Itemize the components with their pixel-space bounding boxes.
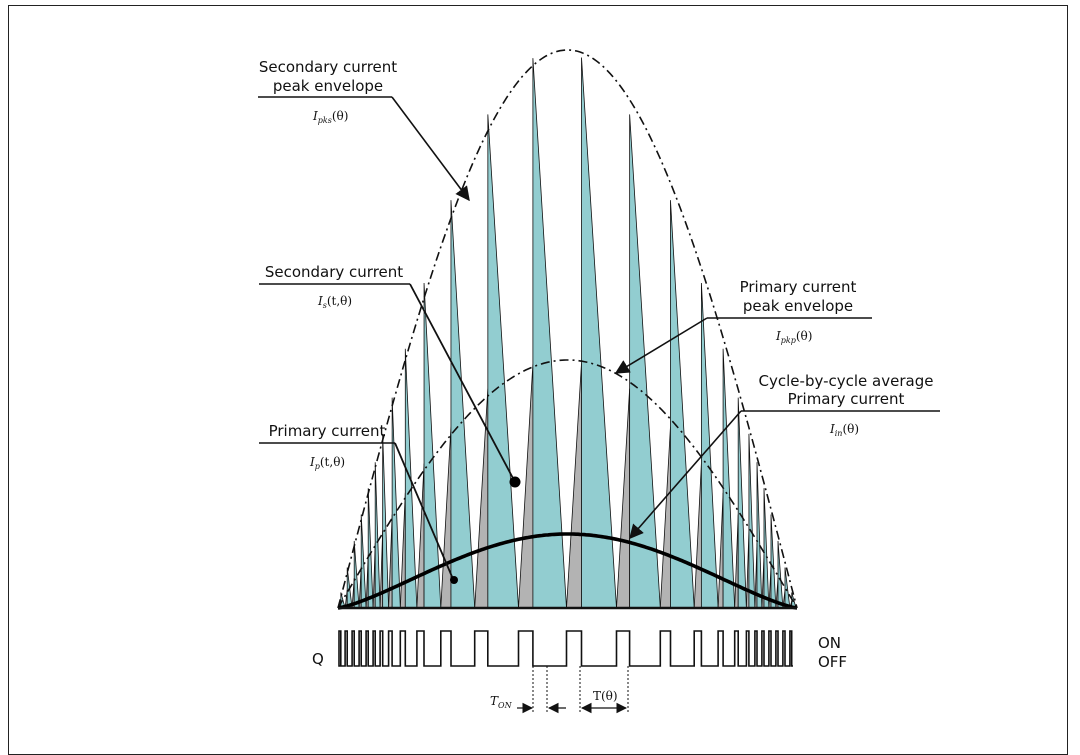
primary-envelope-symbol: Ipkp(θ) <box>775 329 812 345</box>
ton-label: TON <box>490 694 513 710</box>
secondary-current-ramp <box>532 58 567 609</box>
secondary-current-ramp <box>367 488 374 609</box>
primary-envelope-arrow <box>614 317 708 374</box>
primary-current-pointer-line <box>394 442 454 580</box>
secondary-current-ramp <box>581 57 617 609</box>
primary-current-ramp <box>388 514 393 609</box>
primary-current-dot-icon <box>450 576 458 584</box>
primary-current-ramp <box>616 388 631 609</box>
secondary-current-ramp <box>374 462 381 609</box>
average-current-label: Cycle-by-cycle average Primary current I… <box>629 372 940 540</box>
secondary-current-dot-icon <box>509 476 521 488</box>
timing-markers: TON T(θ) <box>490 666 629 714</box>
average-primary-current-curve <box>337 532 798 610</box>
primary-envelope-label-line1: Primary current <box>740 278 857 296</box>
secondary-current-ramp <box>763 488 770 609</box>
primary-peak-envelope-curve <box>337 359 798 609</box>
primary-current-ramp <box>717 492 724 609</box>
secondary-current-label-line1: Secondary current <box>265 263 403 281</box>
gate-on-label: ON <box>818 634 841 652</box>
average-current-label-line2: Primary current <box>788 390 905 408</box>
primary-current-ramp <box>693 463 702 609</box>
primary-current-ramp <box>416 463 425 609</box>
primary-current-ramp <box>399 492 406 609</box>
secondary-envelope-arrow <box>391 96 470 202</box>
primary-current-label-line1: Primary current <box>269 422 386 440</box>
secondary-current-ramp <box>770 514 777 609</box>
primary-current-ramp <box>734 514 739 609</box>
primary-envelope-label: Primary current peak envelope Ipkp(θ) <box>614 278 872 374</box>
secondary-current-ramp <box>722 348 736 609</box>
secondary-current-ramp <box>737 397 747 609</box>
gate-signal-waveform <box>338 630 793 667</box>
average-current-symbol: Iin(θ) <box>829 422 859 438</box>
secondary-envelope-label-line1: Secondary current <box>259 58 397 76</box>
secondary-envelope-label-line2: peak envelope <box>273 77 383 95</box>
primary-current-label: Primary current Ip(t,θ) <box>259 422 458 584</box>
primary-current-ramp <box>566 363 582 609</box>
secondary-current-ramp <box>700 283 719 609</box>
secondary-current-ramp <box>360 514 367 609</box>
primary-envelope-label-line2: peak envelope <box>743 297 853 315</box>
secondary-current-pointer-line <box>409 283 516 483</box>
secondary-envelope-label: Secondary current peak envelope Ipks(θ) <box>258 58 470 202</box>
secondary-current-ramp <box>391 397 401 609</box>
secondary-current-label: Secondary current Is(t,θ) <box>259 263 521 488</box>
primary-current-ramp <box>474 388 489 609</box>
average-current-label-line1: Cycle-by-cycle average <box>759 372 934 390</box>
secondary-envelope-symbol: Ipks(θ) <box>312 109 348 125</box>
secondary-current-ramp <box>382 433 390 609</box>
primary-current-ramp <box>518 363 534 609</box>
secondary-current-ramp <box>450 200 476 609</box>
secondary-current-ramp <box>748 433 756 609</box>
secondary-current-ramp <box>423 283 442 609</box>
current-waveforms <box>338 57 797 609</box>
primary-current-ramp <box>659 426 671 609</box>
secondary-current-ramp <box>487 114 519 609</box>
average-current-arrow <box>629 410 742 540</box>
gate-off-label: OFF <box>818 653 847 671</box>
secondary-current-ramp <box>404 348 418 609</box>
primary-current-ramp <box>440 426 452 609</box>
primary-current-symbol: Ip(t,θ) <box>309 455 345 471</box>
secondary-current-ramp <box>670 200 695 609</box>
gate-signal-label: Q <box>312 650 324 668</box>
secondary-current-symbol: Is(t,θ) <box>317 294 352 310</box>
period-label: T(θ) <box>593 689 618 703</box>
secondary-current-ramp <box>756 462 763 609</box>
secondary-peak-envelope-curve <box>337 49 798 609</box>
